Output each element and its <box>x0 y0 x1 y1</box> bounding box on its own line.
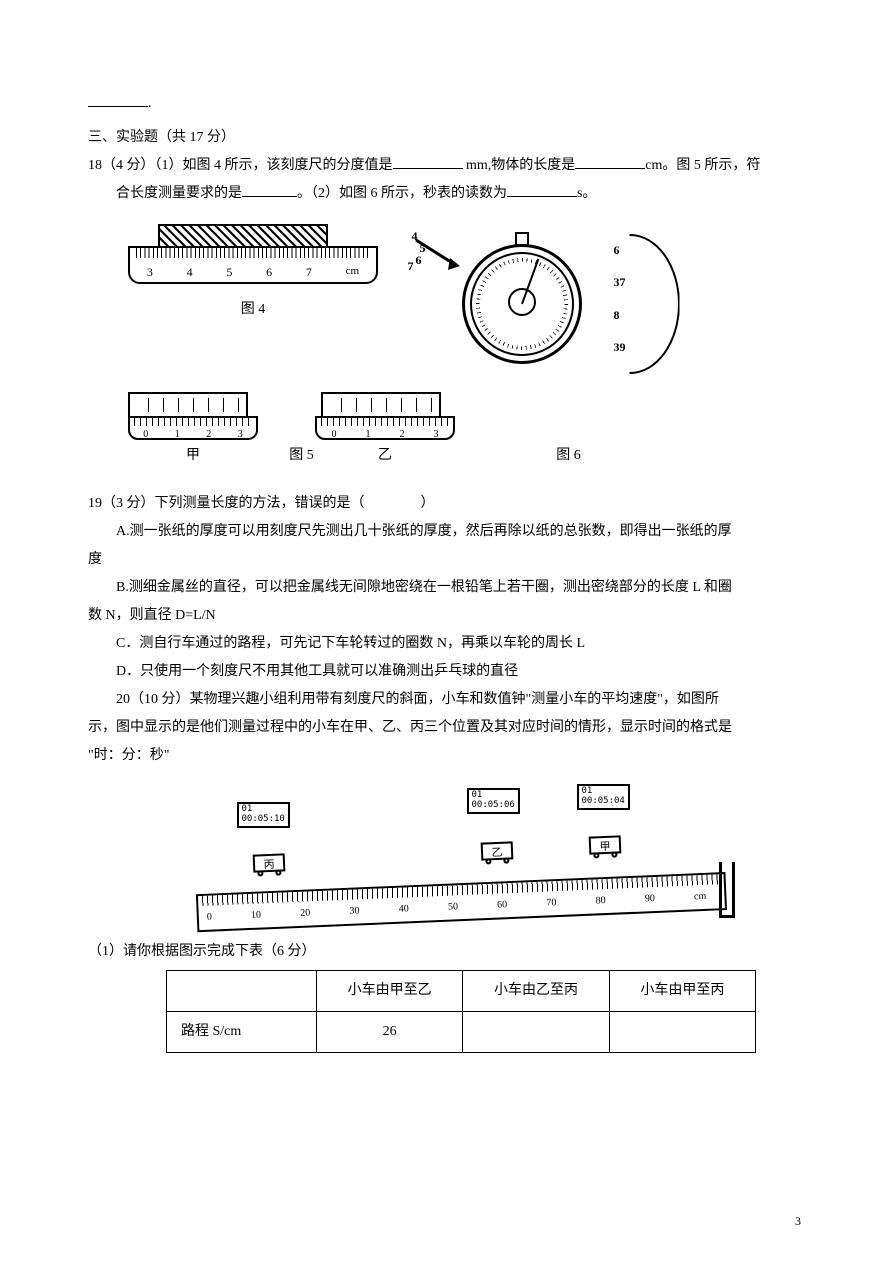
q18-line2: 合长度测量要求的是。（2）如图 6 所示，秒表的读数为s。 <box>88 180 805 208</box>
q18-blank-1[interactable] <box>393 152 463 169</box>
q20-table: 小车由甲至乙 小车由乙至丙 小车由甲至丙 路程 S/cm 26 <box>166 970 756 1053</box>
figure-4: 34567cm 图 4 <box>128 224 378 324</box>
table-cell: 小车由甲至丙 <box>609 971 755 1012</box>
q19-stem: 19（3 分）下列测量长度的方法，错误的是（ ） <box>88 490 805 518</box>
car-c: 丙 <box>252 853 285 872</box>
figure-5-yi: 0123 乙 <box>315 392 455 470</box>
incline-figure: 0100:05:10 0100:05:06 0100:05:04 丙 乙 甲 0… <box>157 788 737 918</box>
q19-option-a: A.测一张纸的厚度可以用刻度尺先测出几十张纸的厚度，然后再除以纸的总张数，即得出… <box>88 518 805 546</box>
q19-option-b: B.测细金属丝的直径，可以把金属线无间隙地密绕在一根铅笔上若干圈，测出密绕部分的… <box>88 574 805 602</box>
clock-c: 0100:05:10 <box>237 802 290 828</box>
car-b: 乙 <box>480 841 513 860</box>
table-row: 小车由甲至乙 小车由乙至丙 小车由甲至丙 <box>167 971 756 1012</box>
q18-blank-2[interactable] <box>575 152 645 169</box>
prev-blank-fragment: . <box>88 90 805 118</box>
q18-blank-4[interactable] <box>507 180 577 197</box>
table-cell[interactable] <box>463 1012 609 1053</box>
figure-6-label: 图 6 <box>479 442 659 470</box>
q20-line1: 20（10 分）某物理兴趣小组利用带有刻度尺的斜面，小车和数值钟"测量小车的平均… <box>88 686 805 714</box>
q20-sub1: （1）请你根据图示完成下表（6 分） <box>88 938 805 966</box>
table-cell: 小车由乙至丙 <box>463 971 609 1012</box>
figure-4-label: 图 4 <box>128 296 378 324</box>
page-number: 3 <box>795 1209 801 1233</box>
q19-option-d: D．只使用一个刻度尺不用其他工具就可以准确测出乒乓球的直径 <box>88 658 805 686</box>
table-row: 路程 S/cm 26 <box>167 1012 756 1053</box>
q20-line3: "时：分：秒" <box>88 742 805 770</box>
q19-option-c: C．测自行车通过的路程，可先记下车轮转过的圈数 N，再乘以车轮的周长 L <box>88 630 805 658</box>
table-cell: 小车由甲至乙 <box>317 971 463 1012</box>
figure-6: 4 5 7 6 6 37 8 39 <box>452 224 592 384</box>
clock-a: 0100:05:04 <box>577 784 630 810</box>
q19-option-a-cont: 度 <box>88 546 805 574</box>
table-cell[interactable] <box>609 1012 755 1053</box>
figure-row-2: 0123 甲 图 5 0123 乙 图 6 <box>128 392 805 470</box>
table-cell <box>167 971 317 1012</box>
car-a: 甲 <box>588 835 621 854</box>
table-cell[interactable]: 26 <box>317 1012 463 1053</box>
q19-option-b-cont: 数 N，则直径 D=L/N <box>88 602 805 630</box>
section-3-heading: 三、实验题（共 17 分） <box>88 124 805 152</box>
q18-blank-3[interactable] <box>242 180 297 197</box>
figure-row-1: 34567cm 图 4 4 5 7 6 6 <box>128 224 805 384</box>
q18-line1: 18（4 分）（1）如图 4 所示，该刻度尺的分度值是 mm,物体的长度是cm。… <box>88 152 805 180</box>
table-cell: 路程 S/cm <box>167 1012 317 1053</box>
clock-b: 0100:05:06 <box>467 788 520 814</box>
figure-5-jia: 0123 甲 <box>128 392 258 470</box>
q20-line2: 示，图中显示的是他们测量过程中的小车在甲、乙、丙三个位置及其对应时间的情形，显示… <box>88 714 805 742</box>
